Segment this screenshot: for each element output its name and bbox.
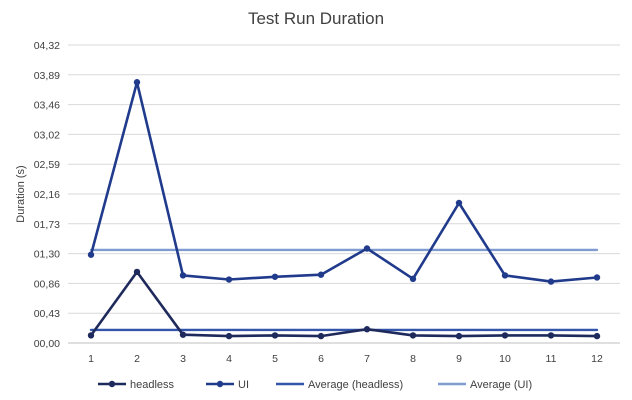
x-tick-label: 3 — [180, 353, 186, 365]
legend-item-ui: UI — [206, 379, 249, 391]
chart-title: Test Run Duration — [248, 9, 384, 28]
headless-point — [271, 332, 279, 339]
y-tick-label: 02,59 — [34, 159, 60, 171]
headless-point — [593, 332, 601, 340]
headless-point — [455, 332, 463, 340]
headless-point — [179, 331, 187, 338]
series-layer — [87, 79, 601, 340]
headless-point — [317, 332, 325, 340]
gridlines — [68, 44, 620, 344]
x-axis-ticks: 1 2 3 4 5 6 7 8 9 10 11 12 — [88, 353, 603, 365]
series-headless — [87, 268, 601, 340]
ui-line — [89, 81, 599, 283]
x-tick-label: 11 — [546, 353, 557, 365]
ui-point — [455, 199, 463, 207]
headless-point — [501, 332, 509, 339]
headless-point — [87, 332, 95, 339]
headless-point — [409, 332, 417, 339]
x-tick-label: 4 — [226, 353, 232, 365]
x-tick-label: 5 — [272, 353, 278, 365]
y-tick-label: 03,46 — [34, 100, 60, 112]
ui-point — [409, 275, 417, 283]
y-tick-label: 01,30 — [34, 249, 60, 261]
legend-label: Average (headless) — [308, 379, 403, 391]
legend: headless UI Average (headless) Average (UI) — [98, 379, 532, 391]
y-axis-ticks: 00,00 00,43 00,86 01,30 01,73 02,16 02,59 03,02… — [34, 40, 60, 350]
legend-item-headless: headless — [98, 379, 175, 391]
x-tick-label: 1 — [88, 353, 94, 365]
ui-point — [501, 272, 509, 279]
x-tick-label: 10 — [499, 353, 511, 365]
y-tick-label: 03,89 — [34, 70, 60, 82]
x-tick-label: 12 — [591, 353, 603, 365]
headless-point — [133, 268, 141, 276]
series-ui — [87, 79, 601, 285]
legend-marker — [108, 380, 116, 388]
ui-point — [133, 79, 141, 86]
y-axis-label: Duration (s) — [15, 165, 27, 222]
legend-label: headless — [130, 379, 175, 391]
ui-point — [593, 274, 601, 281]
y-tick-label: 04,32 — [34, 40, 60, 52]
legend-label: UI — [238, 379, 249, 391]
ui-point — [225, 276, 233, 283]
legend-item-average-ui: Average (UI) — [438, 379, 532, 391]
x-tick-label: 6 — [318, 353, 324, 365]
y-tick-label: 02,16 — [34, 189, 60, 201]
y-tick-label: 00,00 — [34, 338, 60, 350]
x-tick-label: 7 — [364, 353, 370, 365]
legend-marker — [216, 380, 224, 388]
y-tick-label: 01,73 — [34, 219, 60, 231]
legend-item-average-headless: Average (headless) — [276, 379, 403, 391]
x-tick-label: 8 — [410, 353, 416, 365]
ui-point — [363, 245, 371, 252]
y-tick-label: 03,02 — [34, 129, 60, 141]
x-tick-label: 2 — [134, 353, 140, 365]
y-tick-label: 00,86 — [34, 278, 60, 290]
ui-point — [547, 278, 555, 285]
headless-point — [363, 326, 371, 333]
headless-point — [547, 332, 555, 339]
ui-point — [317, 271, 325, 278]
legend-label: Average (UI) — [470, 379, 532, 391]
ui-point — [87, 251, 95, 258]
headless-point — [225, 332, 233, 340]
headless-line — [89, 270, 599, 338]
x-tick-label: 9 — [456, 353, 462, 365]
ui-point — [271, 273, 279, 280]
y-tick-label: 00,43 — [34, 308, 60, 320]
ui-point — [179, 272, 187, 279]
